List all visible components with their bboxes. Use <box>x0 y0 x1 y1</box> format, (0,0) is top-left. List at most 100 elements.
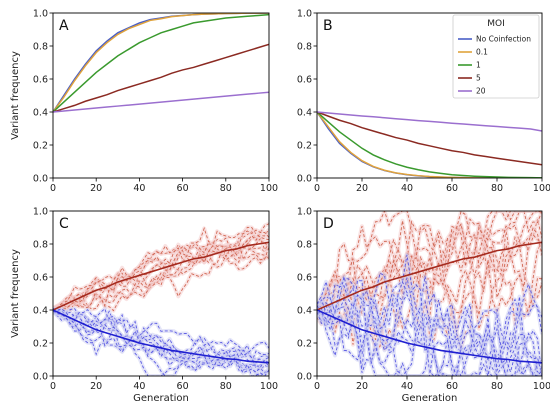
y-tick-label: 0.0 <box>297 371 312 382</box>
axes-frame <box>52 210 270 377</box>
panel-b: 0 20 40 60 80 100 0.0 0.2 0.4 0.6 0.8 1.0 B MOI No Coi… <box>297 8 550 194</box>
mean-line-blue <box>53 309 269 364</box>
y-axis-title: Variant frequency <box>10 249 21 338</box>
x-tick-label: 0 <box>50 381 56 392</box>
y-tick-label: 0.6 <box>297 74 312 85</box>
x-tick-label: 20 <box>90 381 102 392</box>
axes-frame <box>316 210 543 377</box>
panel-label: B <box>323 18 333 34</box>
sim-trajectory-red <box>53 229 269 313</box>
y-tick-label: 0.8 <box>33 41 48 52</box>
legend-entry: 1 <box>476 61 481 70</box>
plot-area <box>317 211 542 376</box>
sim-trajectory-blue <box>53 308 269 376</box>
y-tick-label: 0.0 <box>33 173 48 184</box>
mean-line-red <box>53 241 269 311</box>
y-tick-label: 0.4 <box>33 107 48 118</box>
x-tick-label: 100 <box>533 381 550 392</box>
sim-trajectory-red <box>53 228 269 311</box>
panel-label: A <box>59 18 69 34</box>
x-tick-label: 60 <box>177 381 189 392</box>
panel-c: 0 20 40 60 80 100 0.0 0.2 0.4 0.6 0.8 1.0 C Generatio… <box>10 206 278 404</box>
sim-trajectory-blue <box>317 280 542 376</box>
legend: MOI No Coinfection 0.1 1 5 20 <box>452 14 540 99</box>
y-tick-label: 1.0 <box>297 8 312 19</box>
series-line-1 <box>317 111 542 178</box>
series-line-5 <box>317 111 542 166</box>
series-line-20 <box>53 91 269 113</box>
axes-frame <box>316 12 543 179</box>
sim-band-red <box>317 211 542 310</box>
x-tick-label: 40 <box>133 381 145 392</box>
y-tick-label: 0.2 <box>33 338 48 349</box>
series-line-0-1 <box>53 13 269 113</box>
y-tick-label: 0.6 <box>297 272 312 283</box>
sim-trajectory-red <box>317 227 542 351</box>
y-tick-label: 0.4 <box>33 305 48 316</box>
y-tick-label: 0.6 <box>33 74 48 85</box>
x-axis-title: Generation <box>133 393 189 404</box>
y-tick-label: 0.6 <box>33 272 48 283</box>
y-tick-label: 0.8 <box>33 239 48 250</box>
y-tick-label: 0.2 <box>297 140 312 151</box>
y-tick-label: 1.0 <box>33 206 48 217</box>
x-tick-label: 20 <box>356 183 368 194</box>
x-tick-label: 100 <box>260 381 278 392</box>
x-tick-label: 60 <box>446 381 458 392</box>
panel-label: C <box>59 216 69 232</box>
x-axis-title: Generation <box>402 393 458 404</box>
legend-entry: 20 <box>476 87 486 96</box>
x-tick-label: 80 <box>220 381 232 392</box>
sim-trajectory-blue <box>53 311 269 369</box>
plot-area <box>317 111 542 178</box>
y-tick-label: 1.0 <box>297 206 312 217</box>
legend-entry: 0.1 <box>476 48 488 57</box>
x-tick-label: 40 <box>133 183 145 194</box>
x-tick-label: 60 <box>446 183 458 194</box>
legend-entry: No Coinfection <box>476 35 531 44</box>
sim-trajectory-blue <box>53 308 269 376</box>
sim-trajectory-red <box>53 244 269 311</box>
y-tick-label: 0.2 <box>33 140 48 151</box>
sim-trajectory-red <box>317 223 542 314</box>
y-tick-label: 0.8 <box>297 239 312 250</box>
x-tick-label: 100 <box>533 183 550 194</box>
x-tick-label: 80 <box>491 381 503 392</box>
y-tick-label: 1.0 <box>33 8 48 19</box>
x-tick-label: 0 <box>314 381 320 392</box>
x-tick-label: 0 <box>50 183 56 194</box>
x-tick-label: 80 <box>220 183 232 194</box>
x-tick-label: 0 <box>314 183 320 194</box>
x-tick-label: 60 <box>177 183 189 194</box>
x-tick-label: 20 <box>90 183 102 194</box>
y-tick-label: 0.4 <box>297 305 312 316</box>
sim-trajectory-blue <box>53 310 269 376</box>
legend-title: MOI <box>487 19 505 29</box>
sim-band-blue <box>317 282 542 376</box>
series-line-20 <box>317 111 542 132</box>
series-line-5 <box>53 43 269 113</box>
panel-label: D <box>323 216 334 232</box>
x-tick-label: 80 <box>491 183 503 194</box>
panel-a: 0 20 40 60 80 100 0.0 0.2 0.4 0.6 0.8 1.0 A Variant f… <box>10 8 278 194</box>
axes-frame <box>52 12 270 179</box>
x-tick-label: 40 <box>401 183 413 194</box>
y-tick-label: 0.4 <box>297 107 312 118</box>
y-axis-title: Variant frequency <box>10 51 21 140</box>
x-tick-label: 100 <box>260 183 278 194</box>
y-tick-label: 0.2 <box>297 338 312 349</box>
mean-line-blue <box>317 309 542 364</box>
panel-d: 0 20 40 60 80 100 0.0 0.2 0.4 0.6 0.8 1.0 D Generatio… <box>297 206 550 404</box>
plot-area <box>53 13 269 113</box>
series-line-0-1 <box>317 111 542 178</box>
legend-box <box>452 14 540 99</box>
y-tick-label: 0.8 <box>297 41 312 52</box>
x-tick-label: 20 <box>356 381 368 392</box>
series-line-no-coinfection <box>53 13 269 113</box>
x-tick-label: 40 <box>401 381 413 392</box>
y-tick-label: 0.0 <box>33 371 48 382</box>
mean-line-red <box>317 241 542 311</box>
legend-entry: 5 <box>476 74 481 83</box>
plot-area <box>53 221 269 376</box>
